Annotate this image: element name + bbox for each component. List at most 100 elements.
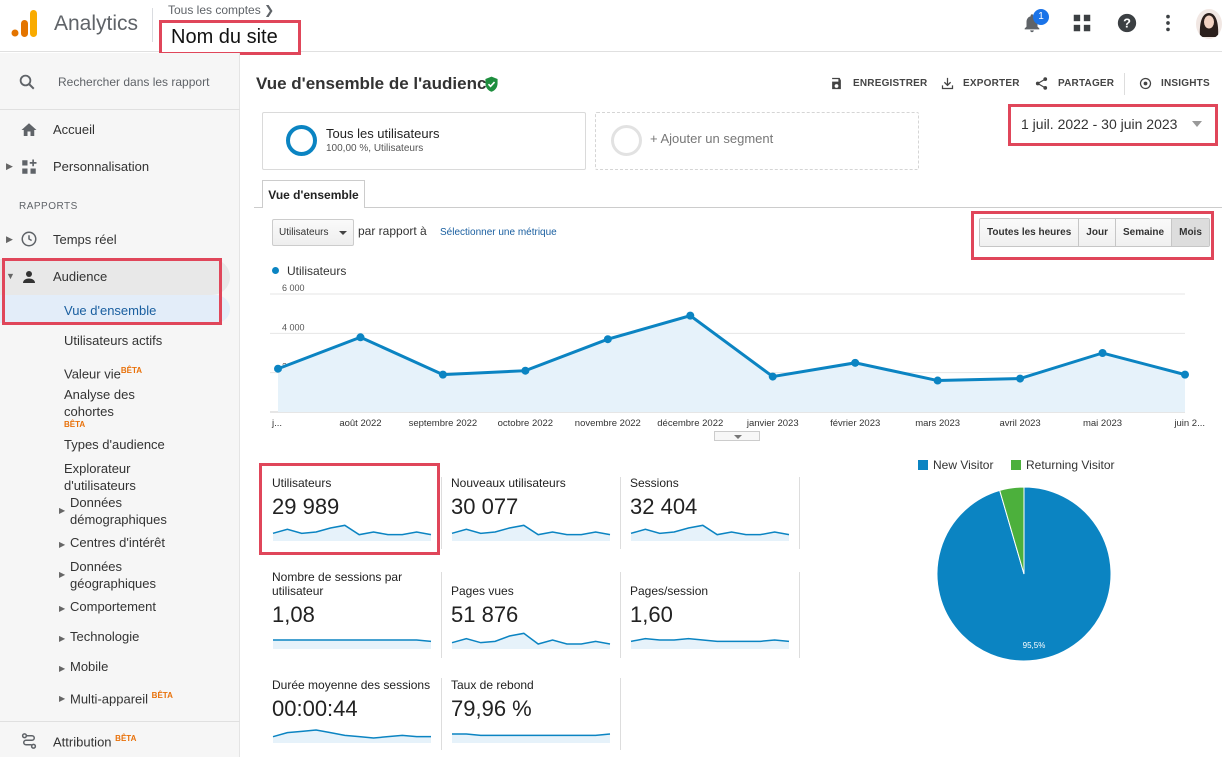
kpi-sparkline	[272, 729, 431, 743]
avatar[interactable]	[1196, 9, 1222, 39]
dashboard-icon	[22, 159, 37, 174]
home-icon	[21, 123, 37, 136]
period-button-3[interactable]: Mois	[1172, 219, 1209, 246]
sidebar-item-behavior[interactable]: Comportement	[70, 599, 156, 614]
period-button-1[interactable]: Jour	[1079, 219, 1116, 246]
x-tick-label: j...	[271, 418, 282, 429]
data-point[interactable]	[274, 364, 282, 373]
help-icon[interactable]: ?	[1116, 12, 1138, 34]
kpi-value: 1,08	[272, 602, 315, 627]
insights-icon[interactable]	[1138, 76, 1153, 91]
data-point[interactable]	[933, 376, 942, 385]
pie-legend-label[interactable]: New Visitor	[933, 458, 994, 472]
data-point[interactable]	[438, 370, 447, 379]
sidebar-item-mobile[interactable]: Mobile	[70, 659, 109, 674]
add-segment-button[interactable]: + Ajouter un segment	[650, 131, 774, 146]
kpi-label: Pages vues	[451, 584, 514, 598]
chart-collapse-toggle[interactable]	[714, 431, 760, 441]
kpi-tile[interactable]: Taux de rebond 79,96 %	[451, 678, 621, 744]
data-point[interactable]	[521, 366, 530, 375]
sidebar-item-realtime[interactable]: ▶ Temps réel	[0, 225, 240, 255]
report-search-input[interactable]: Rechercher dans les rapport	[58, 75, 210, 89]
all-accounts-breadcrumb[interactable]: Tous les comptes ❯	[168, 3, 274, 17]
data-point[interactable]	[686, 311, 695, 320]
sidebar-item-interests[interactable]: Centres d'intérêt	[70, 535, 165, 550]
apps-grid-icon[interactable]	[1071, 12, 1093, 34]
add-segment-card[interactable]	[595, 112, 919, 170]
kpi-divider	[620, 572, 621, 658]
sidebar-item-cohort-analysis[interactable]: Analyse des cohortes BÊTA	[64, 386, 174, 429]
tab-overview[interactable]: Vue d'ensemble	[262, 180, 365, 208]
avatar-portrait-icon	[1199, 13, 1219, 37]
kpi-value: 51 876	[451, 602, 519, 627]
kpi-label: Taux de rebond	[451, 678, 534, 692]
data-point[interactable]	[356, 333, 365, 342]
x-tick-label: février 2023	[830, 418, 880, 429]
kpi-sparkline	[451, 632, 611, 649]
kpi-tile[interactable]: Nouveaux utilisateurs 30 077	[451, 476, 621, 542]
chevron-down-icon[interactable]	[1192, 121, 1202, 127]
sidebar-item-user-explorer[interactable]: Explorateur d'utilisateurs	[64, 461, 136, 493]
sidebar-item-lifetime-value[interactable]: Valeur vieBÊTA	[64, 362, 142, 382]
x-tick-label: décembre 2022	[657, 418, 723, 429]
more-vert-icon[interactable]	[1157, 12, 1179, 34]
sparkline-area	[631, 525, 789, 541]
kpi-tile[interactable]: Nombre de sessions par utilisateur 1,08	[272, 570, 442, 650]
search-icon[interactable]	[18, 73, 36, 91]
export-button[interactable]: EXPORTER	[963, 78, 1020, 89]
sidebar-item-demographics[interactable]: Données démographiques	[70, 495, 167, 527]
date-range-picker[interactable]: 1 juil. 2022 - 30 juin 2023	[1021, 116, 1178, 132]
x-tick-label: septembre 2022	[409, 418, 478, 429]
kpi-sparkline	[630, 524, 790, 541]
sidebar-item-active-users[interactable]: Utilisateurs actifs	[64, 333, 163, 348]
kpi-divider	[620, 477, 621, 549]
insights-button[interactable]: INSIGHTS	[1161, 78, 1210, 89]
save-button[interactable]: ENREGISTRER	[853, 78, 928, 89]
period-button-2[interactable]: Semaine	[1115, 219, 1173, 246]
x-tick-label: novembre 2022	[575, 418, 641, 429]
sidebar-item-technology[interactable]: Technologie	[70, 629, 140, 644]
site-name[interactable]: Nom du site	[171, 26, 278, 48]
users-kpi-highlight	[259, 463, 440, 555]
sidebar-item-customization[interactable]: ▶ Personnalisation	[0, 152, 240, 182]
kpi-value: 00:00:44	[272, 696, 358, 721]
x-tick-label: juin 2...	[1173, 418, 1205, 429]
kpi-tile[interactable]: Utilisateurs 29 989	[272, 476, 442, 542]
sidebar-item-attribution[interactable]: Attribution BÊTA	[0, 727, 240, 755]
kpi-tile[interactable]: Sessions 32 404	[630, 476, 800, 542]
sidebar-item-audience-types[interactable]: Types d'audience	[64, 437, 165, 452]
metric-select[interactable]: Utilisateurs	[272, 219, 354, 246]
sidebar-item-audience[interactable]: ▼ Audience	[0, 261, 240, 293]
data-point[interactable]	[851, 358, 860, 367]
pie-legend-label[interactable]: Returning Visitor	[1026, 458, 1115, 472]
sidebar-item-overview[interactable]: Vue d'ensemble	[64, 303, 157, 318]
share-icon[interactable]	[1034, 76, 1049, 91]
overview-active-bg	[0, 295, 230, 323]
data-point[interactable]	[1098, 349, 1107, 357]
top-bar: Analytics Tous les comptes ❯ Nom du site…	[0, 0, 1222, 55]
kpi-tile[interactable]: Pages/session 1,60	[630, 584, 800, 650]
sidebar-item-home[interactable]: Accueil	[0, 115, 240, 145]
export-icon[interactable]	[940, 76, 955, 91]
caret-right-icon: ▶	[59, 634, 66, 643]
sidebar-item-geo[interactable]: Données géographiques	[70, 559, 157, 591]
data-point[interactable]	[603, 335, 612, 344]
period-button-0[interactable]: Toutes les heures	[980, 219, 1080, 246]
kpi-sparkline	[630, 637, 790, 649]
sidebar-item-cross-device[interactable]: Multi-appareil BÊTA	[70, 687, 173, 707]
save-icon[interactable]	[829, 76, 844, 91]
person-icon	[23, 271, 35, 283]
select-metric-link[interactable]: Sélectionner une métrique	[440, 227, 557, 238]
share-button[interactable]: PARTAGER	[1058, 78, 1115, 89]
breadcrumb-label: Tous les comptes	[168, 3, 261, 17]
pie-slice[interactable]	[999, 486, 1025, 575]
kpi-tile[interactable]: Pages vues 51 876	[451, 584, 621, 650]
period-highlight	[971, 211, 1214, 260]
data-point[interactable]	[1016, 374, 1025, 383]
kpi-sparkline	[451, 524, 611, 541]
data-point[interactable]	[768, 372, 777, 381]
data-point[interactable]	[1181, 370, 1189, 379]
segment-title: Tous les utilisateurs	[326, 126, 440, 141]
kpi-tile[interactable]: Durée moyenne des sessions 00:00:44	[272, 678, 442, 744]
beta-badge: BÊTA	[120, 366, 143, 375]
